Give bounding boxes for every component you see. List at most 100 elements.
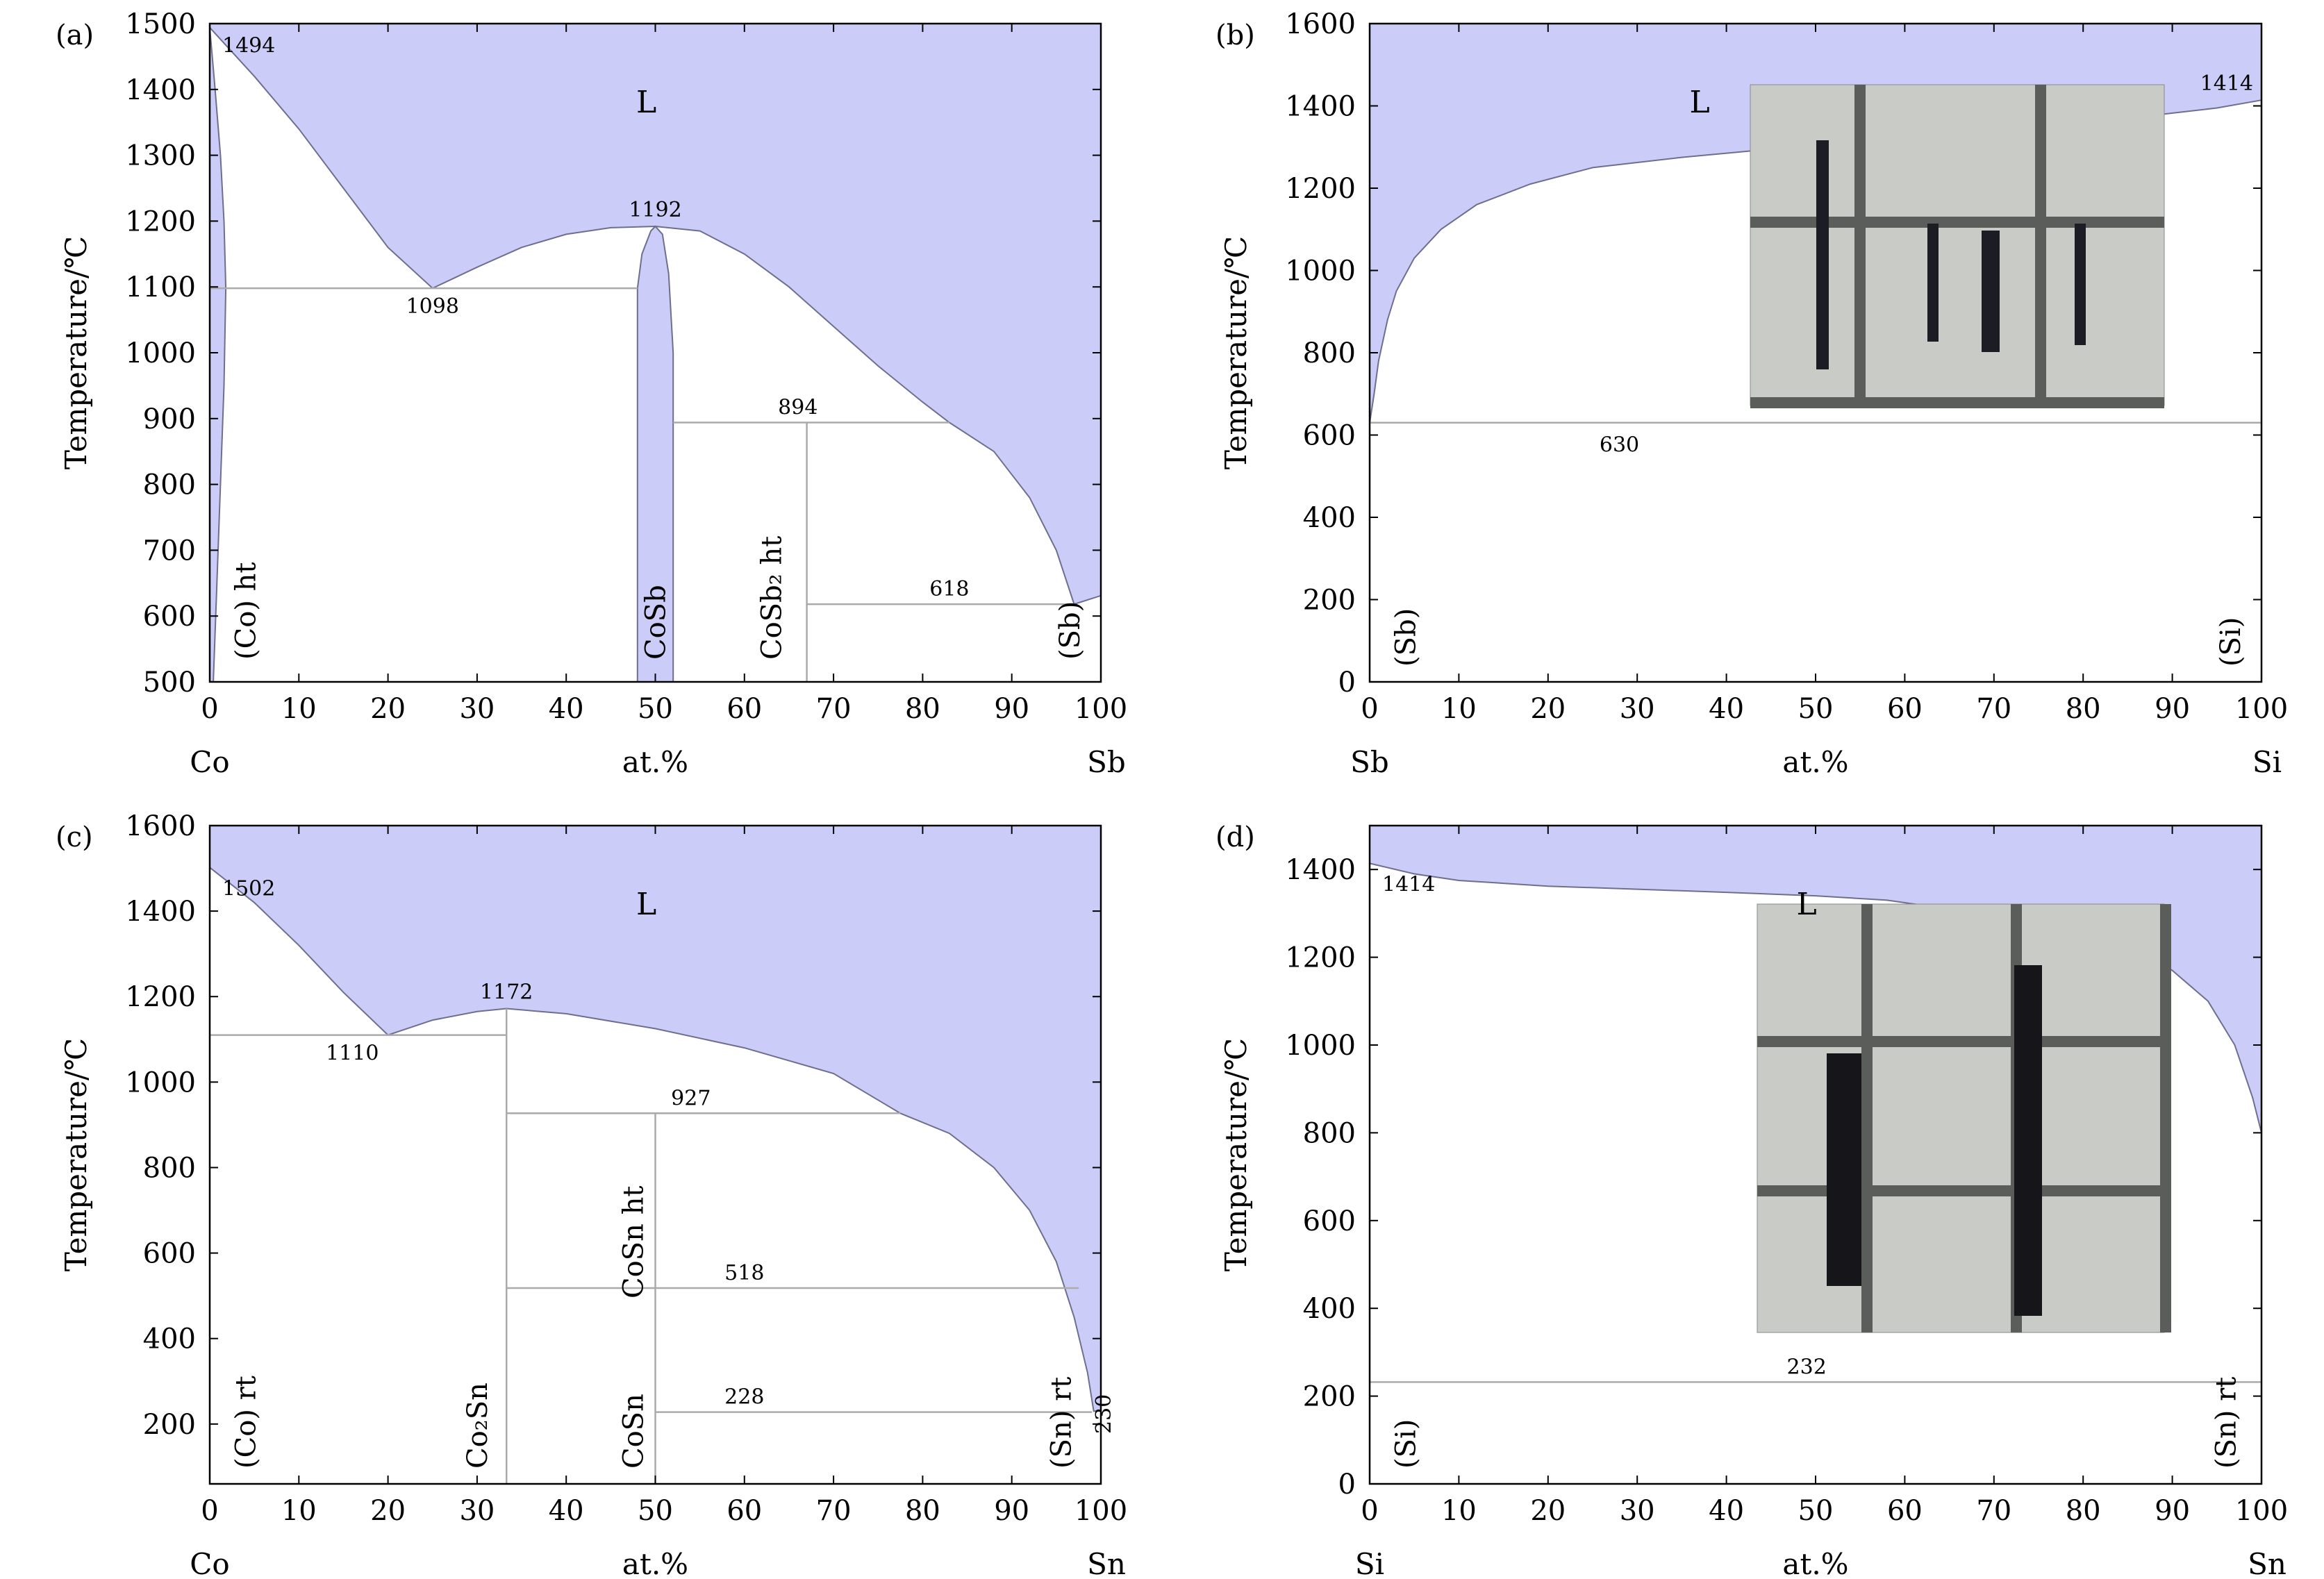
- y-tick-label: 400: [143, 1323, 196, 1355]
- right-element-label: Sb: [1087, 745, 1126, 779]
- liquid-label: L: [1797, 887, 1817, 922]
- point-label: 230: [1092, 1394, 1116, 1434]
- crystal-sample: [1927, 224, 1939, 342]
- phase-label: CoSb₂ ht: [756, 536, 788, 660]
- right-element-label: Si: [2252, 745, 2282, 779]
- x-tick-label: 20: [1530, 693, 1566, 725]
- x-axis-title: at.%: [622, 1547, 688, 1579]
- x-tick-label: 10: [1441, 693, 1477, 725]
- y-tick-label: 800: [143, 469, 196, 501]
- solid-region-cosb: [636, 225, 674, 683]
- inset-photo: [1750, 84, 2165, 408]
- phase-label: (Si): [1390, 1419, 1422, 1469]
- panel-a: 0 10 20 30 40 50 60 70 80 90 100 500 600 700 800 900 100…: [56, 8, 1127, 779]
- y-tick-label: 600: [143, 601, 196, 633]
- y-tick-label: 1000: [1285, 256, 1356, 287]
- x-tick-label: 90: [2155, 693, 2190, 725]
- x-tick-label: 100: [2235, 1495, 2288, 1527]
- x-tick-label: 70: [1976, 1495, 2011, 1527]
- y-tick-label: 500: [143, 667, 196, 699]
- left-element-label: Si: [1355, 1547, 1384, 1579]
- grid-line: [1854, 85, 1866, 406]
- panel-label: (c): [56, 821, 93, 853]
- x-tick-label: 60: [1887, 693, 1923, 725]
- grid-line: [1757, 1036, 2164, 1047]
- y-tick-label: 1400: [1285, 91, 1356, 123]
- x-tick-label: 60: [1887, 1495, 1923, 1527]
- phase-label: (Sn) rt: [2211, 1377, 2243, 1469]
- phase-label: (Sn) rt: [1045, 1377, 1077, 1469]
- y-tick-label: 1200: [1285, 942, 1356, 974]
- y-axis-title: Temperature/℃: [59, 1038, 93, 1271]
- y-tick-label: 1000: [125, 1067, 196, 1098]
- x-tick-label: 0: [1361, 693, 1378, 725]
- isotherm-label: 618: [929, 577, 969, 601]
- y-tick-label: 800: [1303, 337, 1356, 369]
- y-tick-label: 1200: [125, 206, 196, 237]
- x-axis-title: at.%: [1782, 1547, 1848, 1579]
- y-tick-label: 900: [143, 403, 196, 435]
- phase-label: CoSn ht: [617, 1186, 649, 1298]
- phase-label: (Co) rt: [230, 1376, 262, 1469]
- x-tick-label: 80: [905, 1495, 940, 1527]
- y-tick-label: 1500: [125, 8, 196, 40]
- y-tick-label: 1600: [1285, 8, 1356, 40]
- y-tick-label: 700: [143, 535, 196, 567]
- left-element-label: Sb: [1350, 745, 1389, 779]
- y-tick-label: 600: [1303, 1205, 1356, 1237]
- left-element-label: Co: [190, 745, 229, 779]
- x-tick-label: 100: [2235, 693, 2288, 725]
- isotherm-label: 630: [1600, 433, 1639, 458]
- point-label: 1172: [480, 980, 533, 1004]
- x-tick-label: 80: [2066, 1495, 2101, 1527]
- crystal-sample: [1982, 231, 2000, 352]
- x-tick-label: 80: [905, 693, 940, 725]
- y-tick-label: 400: [1303, 1293, 1356, 1325]
- x-tick-label: 60: [727, 1495, 762, 1527]
- x-tick-label: 40: [1709, 693, 1744, 725]
- x-tick-label: 30: [459, 1495, 495, 1527]
- y-axis-title: Temperature/℃: [1219, 1038, 1253, 1271]
- x-tick-label: 10: [1441, 1495, 1477, 1527]
- x-tick-label: 0: [201, 1495, 218, 1527]
- phase-label: CoSb: [640, 585, 672, 660]
- phase-label: Co₂Sn: [462, 1382, 494, 1469]
- panel-label: (a): [56, 19, 94, 51]
- x-tick-label: 30: [1620, 1495, 1655, 1527]
- y-tick-label: 1100: [125, 271, 196, 303]
- liquid-region: [210, 826, 1101, 1412]
- y-tick-label: 1000: [1285, 1030, 1356, 1062]
- solid-region-co: [209, 27, 227, 683]
- liquid-label: L: [1689, 85, 1709, 120]
- panel-b: 0 10 20 30 40 50 60 70 80 90 100020040060080010001…: [1215, 8, 2288, 779]
- x-tick-label: 50: [1798, 1495, 1834, 1527]
- y-tick-label: 1000: [125, 337, 196, 369]
- x-tick-label: 90: [994, 1495, 1029, 1527]
- x-tick-label: 30: [1620, 693, 1655, 725]
- crystal-sample: [1816, 140, 1829, 369]
- y-tick-label: 600: [143, 1238, 196, 1270]
- point-label: 1494: [222, 34, 275, 58]
- x-tick-label: 20: [370, 693, 406, 725]
- y-tick-label: 800: [1303, 1117, 1356, 1149]
- phase-label: (Sb): [1390, 608, 1422, 667]
- crystal-sample: [1827, 1053, 1861, 1286]
- x-tick-label: 100: [1074, 693, 1127, 725]
- isotherm-label: 1110: [326, 1042, 379, 1066]
- liquid-label: L: [636, 887, 656, 922]
- grid-line: [2035, 85, 2046, 406]
- liquidus-line: [209, 27, 1102, 605]
- isotherm-label: 894: [778, 395, 817, 419]
- panel-label: (b): [1215, 19, 1255, 51]
- y-axis-title: Temperature/℃: [59, 236, 93, 469]
- x-tick-label: 100: [1074, 1495, 1127, 1527]
- x-tick-label: 40: [549, 1495, 584, 1527]
- x-tick-label: 20: [370, 1495, 406, 1527]
- x-tick-label: 50: [638, 693, 673, 725]
- y-tick-label: 1400: [1285, 854, 1356, 886]
- isotherm-label: 518: [724, 1261, 764, 1285]
- grid-line: [1750, 397, 2164, 408]
- x-axis-title: at.%: [1782, 745, 1848, 779]
- y-tick-label: 200: [1303, 1381, 1356, 1413]
- y-tick-label: 200: [1303, 585, 1356, 617]
